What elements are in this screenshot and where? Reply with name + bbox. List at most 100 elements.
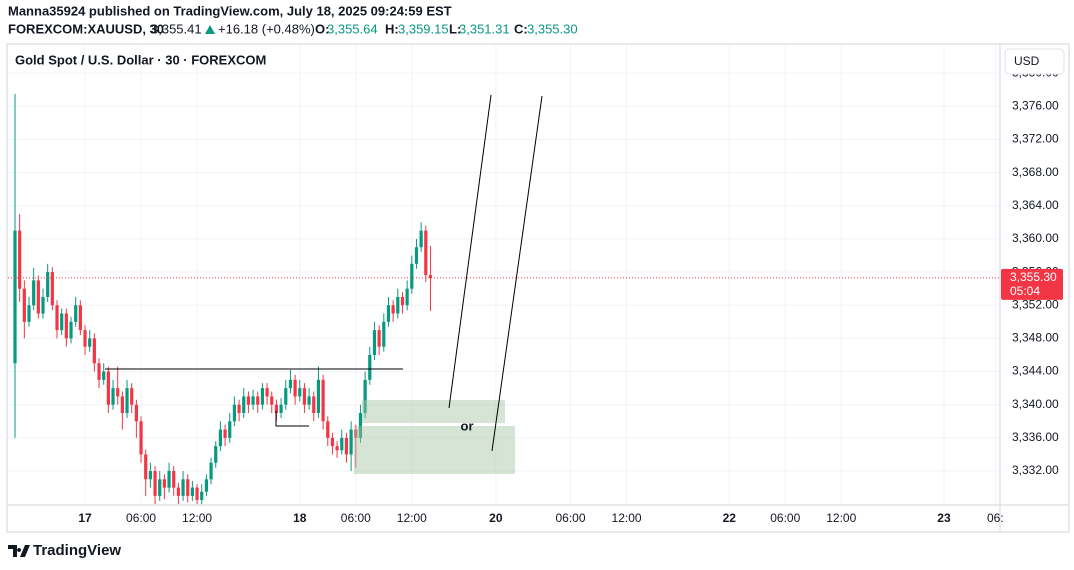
currency[interactable]: USD xyxy=(1014,54,1040,68)
candle-body xyxy=(284,388,288,405)
candle-body xyxy=(340,437,344,451)
candle-body xyxy=(78,305,82,331)
candle-body xyxy=(181,479,185,496)
change: +16.18 (+0.48%) xyxy=(218,21,315,36)
candle-body xyxy=(358,413,363,438)
y-tick-label: 3,336.00 xyxy=(1012,430,1059,444)
candle-body xyxy=(106,371,110,405)
candle-body xyxy=(279,404,283,413)
candle-body xyxy=(190,487,194,496)
y-tick-label: 3,340.00 xyxy=(1012,397,1059,411)
candle-body xyxy=(302,388,307,405)
candle-body xyxy=(354,429,358,438)
candle-body xyxy=(50,272,54,306)
candle-body xyxy=(316,379,321,413)
drawings: or xyxy=(105,94,543,474)
y-tick-label: 3,360.00 xyxy=(1012,231,1059,245)
low-label: L: xyxy=(449,21,461,36)
x-tick-label: 06:00 xyxy=(126,511,156,525)
candle-body xyxy=(64,313,68,339)
chart-title: Gold Spot / U.S. Dollar · 30 · FOREXCOM xyxy=(15,52,266,67)
x-tick-label: 22 xyxy=(723,511,737,525)
x-tick-label: 12:00 xyxy=(826,511,856,525)
candle-body xyxy=(13,230,17,364)
zone-box xyxy=(362,400,505,423)
up-arrow xyxy=(205,25,215,34)
countdown: 05:04 xyxy=(1010,284,1040,298)
candle-body xyxy=(274,404,279,413)
candle-body xyxy=(265,388,269,397)
candle-body xyxy=(144,454,148,480)
candle-body xyxy=(36,280,40,314)
candle-body xyxy=(242,396,246,413)
candle-body xyxy=(396,296,400,314)
high-label: H: xyxy=(385,21,399,36)
zone-box xyxy=(354,426,515,474)
x-tick-label: 06: xyxy=(987,511,1004,525)
candle-body xyxy=(214,446,218,463)
candle-body xyxy=(312,396,316,413)
candle-body xyxy=(92,338,96,364)
candle-body xyxy=(167,471,171,488)
candle-body xyxy=(349,429,353,455)
x-tick-label: 23 xyxy=(937,511,951,525)
candle-body xyxy=(139,421,143,455)
candle-body xyxy=(97,363,101,380)
candle-body xyxy=(377,330,381,347)
candle-body xyxy=(162,479,166,488)
y-tick-label: 3,344.00 xyxy=(1012,364,1059,378)
candle-body xyxy=(200,491,204,501)
candle-body xyxy=(158,479,162,496)
candle-body xyxy=(55,305,59,331)
close-label: C: xyxy=(514,21,528,36)
candle-body xyxy=(293,379,297,397)
candle-body xyxy=(69,321,73,339)
x-tick-label: 12:00 xyxy=(182,511,212,525)
candle-body xyxy=(153,471,157,496)
candle-body xyxy=(116,388,120,397)
projection-line xyxy=(448,94,492,409)
candle-body xyxy=(228,421,232,438)
last-price: 3,355.41 xyxy=(151,21,202,36)
x-tick-label: 12:00 xyxy=(612,511,642,525)
candle-body xyxy=(410,263,414,289)
y-tick-label: 3,332.00 xyxy=(1012,463,1059,477)
candle-body xyxy=(60,313,64,331)
candle-body xyxy=(372,330,377,355)
candle-body xyxy=(405,288,409,306)
annotation: or xyxy=(461,418,474,433)
candle-body xyxy=(288,379,293,389)
candle-body xyxy=(260,388,265,405)
candle-body xyxy=(111,388,115,405)
last-price-label: 3,355.30 xyxy=(1010,270,1057,284)
candle-body xyxy=(386,305,391,322)
open-label: O: xyxy=(315,21,329,36)
last-price-tag xyxy=(1001,268,1063,300)
candle-body xyxy=(125,388,129,413)
currency-button[interactable] xyxy=(1004,48,1065,75)
candle-body xyxy=(88,338,92,347)
candle-body xyxy=(270,396,274,405)
y-tick-label: 3,376.00 xyxy=(1012,99,1059,113)
candle-body xyxy=(251,396,255,405)
candle-body xyxy=(246,396,251,405)
candle-body xyxy=(326,421,330,438)
candle-body xyxy=(41,296,45,314)
x-tick-label: 20 xyxy=(489,511,503,525)
candle-body xyxy=(414,247,419,264)
candle-body xyxy=(419,230,423,248)
x-tick-label: 18 xyxy=(293,511,307,525)
candle-body xyxy=(330,437,335,447)
x-tick-label: 06:00 xyxy=(770,511,800,525)
y-tick-label: 3,348.00 xyxy=(1012,331,1059,345)
projection-line xyxy=(491,95,543,452)
chart-frame xyxy=(6,43,1070,533)
candle-body xyxy=(130,388,134,405)
candle-body xyxy=(363,379,367,413)
candle-body xyxy=(424,230,428,276)
publisher: Manna35924 published on TradingView.com,… xyxy=(8,3,452,18)
low-value: 3,351.31 xyxy=(459,21,510,36)
candle-body xyxy=(428,275,433,278)
y-tick-label: 3,368.00 xyxy=(1012,165,1059,179)
